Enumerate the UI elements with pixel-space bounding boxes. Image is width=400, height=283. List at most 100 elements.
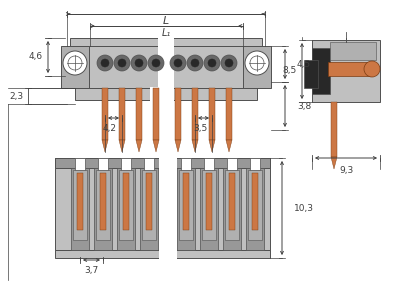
Bar bbox=[250, 158, 260, 170]
Text: 9,3: 9,3 bbox=[339, 166, 353, 175]
Circle shape bbox=[245, 51, 269, 75]
Circle shape bbox=[174, 59, 182, 67]
Bar bbox=[100, 173, 106, 230]
Bar bbox=[243, 46, 271, 88]
Bar bbox=[55, 158, 270, 168]
Polygon shape bbox=[136, 140, 142, 152]
Bar bbox=[200, 168, 218, 250]
Circle shape bbox=[191, 59, 199, 67]
Circle shape bbox=[118, 59, 126, 67]
Circle shape bbox=[135, 59, 143, 67]
Bar bbox=[206, 173, 212, 230]
Bar bbox=[77, 173, 83, 230]
Text: 3,8: 3,8 bbox=[297, 102, 311, 110]
Bar bbox=[246, 168, 264, 250]
Bar bbox=[61, 46, 89, 88]
Bar bbox=[158, 36, 174, 102]
Circle shape bbox=[250, 56, 264, 70]
Bar bbox=[70, 38, 262, 46]
Circle shape bbox=[131, 55, 147, 71]
Circle shape bbox=[63, 51, 87, 75]
Bar bbox=[331, 102, 337, 157]
Bar bbox=[223, 168, 241, 250]
Polygon shape bbox=[192, 140, 198, 152]
Circle shape bbox=[101, 59, 109, 67]
Text: 10,3: 10,3 bbox=[294, 203, 314, 213]
Bar bbox=[142, 170, 156, 240]
Bar bbox=[67, 46, 265, 88]
Bar bbox=[304, 60, 318, 88]
Polygon shape bbox=[102, 140, 108, 152]
Polygon shape bbox=[226, 140, 232, 152]
Bar bbox=[159, 249, 177, 259]
Bar bbox=[73, 170, 87, 240]
Bar bbox=[328, 62, 372, 76]
Text: L: L bbox=[163, 16, 169, 26]
Polygon shape bbox=[153, 140, 159, 152]
Bar bbox=[71, 168, 89, 250]
Circle shape bbox=[187, 55, 203, 71]
Bar bbox=[102, 88, 108, 140]
Circle shape bbox=[68, 56, 82, 70]
Bar bbox=[146, 173, 152, 230]
Text: 4,5: 4,5 bbox=[297, 59, 311, 68]
Polygon shape bbox=[175, 140, 181, 152]
Bar bbox=[123, 173, 129, 230]
Bar bbox=[96, 170, 110, 240]
Circle shape bbox=[170, 55, 186, 71]
Bar bbox=[136, 88, 142, 140]
Circle shape bbox=[225, 59, 233, 67]
Text: 4,2: 4,2 bbox=[103, 123, 117, 132]
Bar bbox=[181, 158, 191, 170]
Circle shape bbox=[204, 55, 220, 71]
Bar bbox=[226, 88, 232, 140]
Text: 8,5: 8,5 bbox=[283, 67, 297, 76]
Bar bbox=[312, 40, 380, 102]
Circle shape bbox=[364, 61, 380, 77]
Circle shape bbox=[148, 55, 164, 71]
Bar bbox=[119, 88, 125, 140]
Polygon shape bbox=[209, 140, 215, 152]
Bar bbox=[192, 88, 198, 140]
Circle shape bbox=[152, 59, 160, 67]
Bar bbox=[209, 88, 215, 140]
Bar bbox=[175, 88, 181, 140]
Text: 4,6: 4,6 bbox=[29, 53, 43, 61]
Bar bbox=[330, 42, 376, 60]
Bar bbox=[75, 88, 257, 100]
Bar bbox=[204, 158, 214, 170]
Bar bbox=[119, 170, 133, 240]
Text: 3,7: 3,7 bbox=[84, 265, 98, 275]
Bar bbox=[121, 158, 131, 170]
Bar bbox=[225, 170, 239, 240]
Bar bbox=[94, 168, 112, 250]
Text: 3,5: 3,5 bbox=[193, 123, 207, 132]
Bar bbox=[117, 168, 135, 250]
Bar bbox=[140, 168, 158, 250]
Bar bbox=[202, 170, 216, 240]
Text: L₁: L₁ bbox=[161, 28, 171, 38]
Text: 2,3: 2,3 bbox=[9, 91, 23, 100]
Circle shape bbox=[114, 55, 130, 71]
Bar bbox=[55, 250, 270, 258]
Circle shape bbox=[208, 59, 216, 67]
Polygon shape bbox=[331, 157, 337, 169]
Polygon shape bbox=[119, 140, 125, 152]
Bar bbox=[150, 87, 166, 101]
Bar bbox=[144, 158, 154, 170]
Bar bbox=[55, 158, 270, 250]
Bar bbox=[177, 168, 195, 250]
Bar bbox=[179, 170, 193, 240]
Bar bbox=[98, 158, 108, 170]
Circle shape bbox=[97, 55, 113, 71]
Bar bbox=[252, 173, 258, 230]
Bar bbox=[227, 158, 237, 170]
Bar bbox=[153, 88, 159, 140]
Bar bbox=[248, 170, 262, 240]
Circle shape bbox=[221, 55, 237, 71]
Bar bbox=[312, 48, 330, 94]
Bar bbox=[75, 158, 85, 170]
Bar bbox=[159, 156, 177, 252]
Bar bbox=[183, 173, 189, 230]
Bar bbox=[229, 173, 235, 230]
